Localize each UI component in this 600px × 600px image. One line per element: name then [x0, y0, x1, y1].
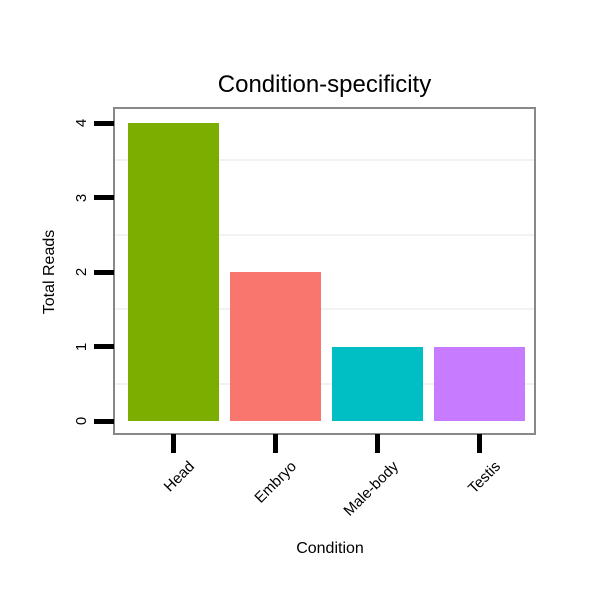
minor-gridline [115, 159, 534, 162]
y-tick-label: 0 [73, 416, 90, 426]
x-axis-title: Condition [296, 540, 364, 557]
x-tick [171, 434, 176, 453]
x-tick [273, 434, 278, 453]
y-tick [94, 195, 114, 200]
y-tick-label: 1 [73, 342, 90, 351]
minor-gridline [115, 382, 534, 385]
y-tick [94, 269, 114, 275]
bar-embryo [230, 272, 321, 421]
y-tick [94, 120, 114, 126]
y-tick-label: 4 [73, 118, 90, 128]
bar-head [128, 123, 219, 421]
y-axis-title: Total Reads [41, 229, 58, 315]
bar-male-body [332, 346, 423, 421]
minor-gridline [115, 308, 534, 311]
y-tick-label: 2 [73, 267, 90, 277]
chart-title: Condition-specificity [217, 71, 432, 98]
y-tick [94, 344, 114, 349]
x-tick-label-head: Head [160, 458, 198, 496]
x-tick [375, 434, 380, 453]
y-tick-label: 3 [73, 193, 90, 202]
bar-testis [434, 346, 525, 421]
x-tick [477, 434, 482, 453]
y-tick [94, 418, 114, 424]
plot-border [113, 107, 536, 435]
minor-gridline [115, 233, 534, 236]
